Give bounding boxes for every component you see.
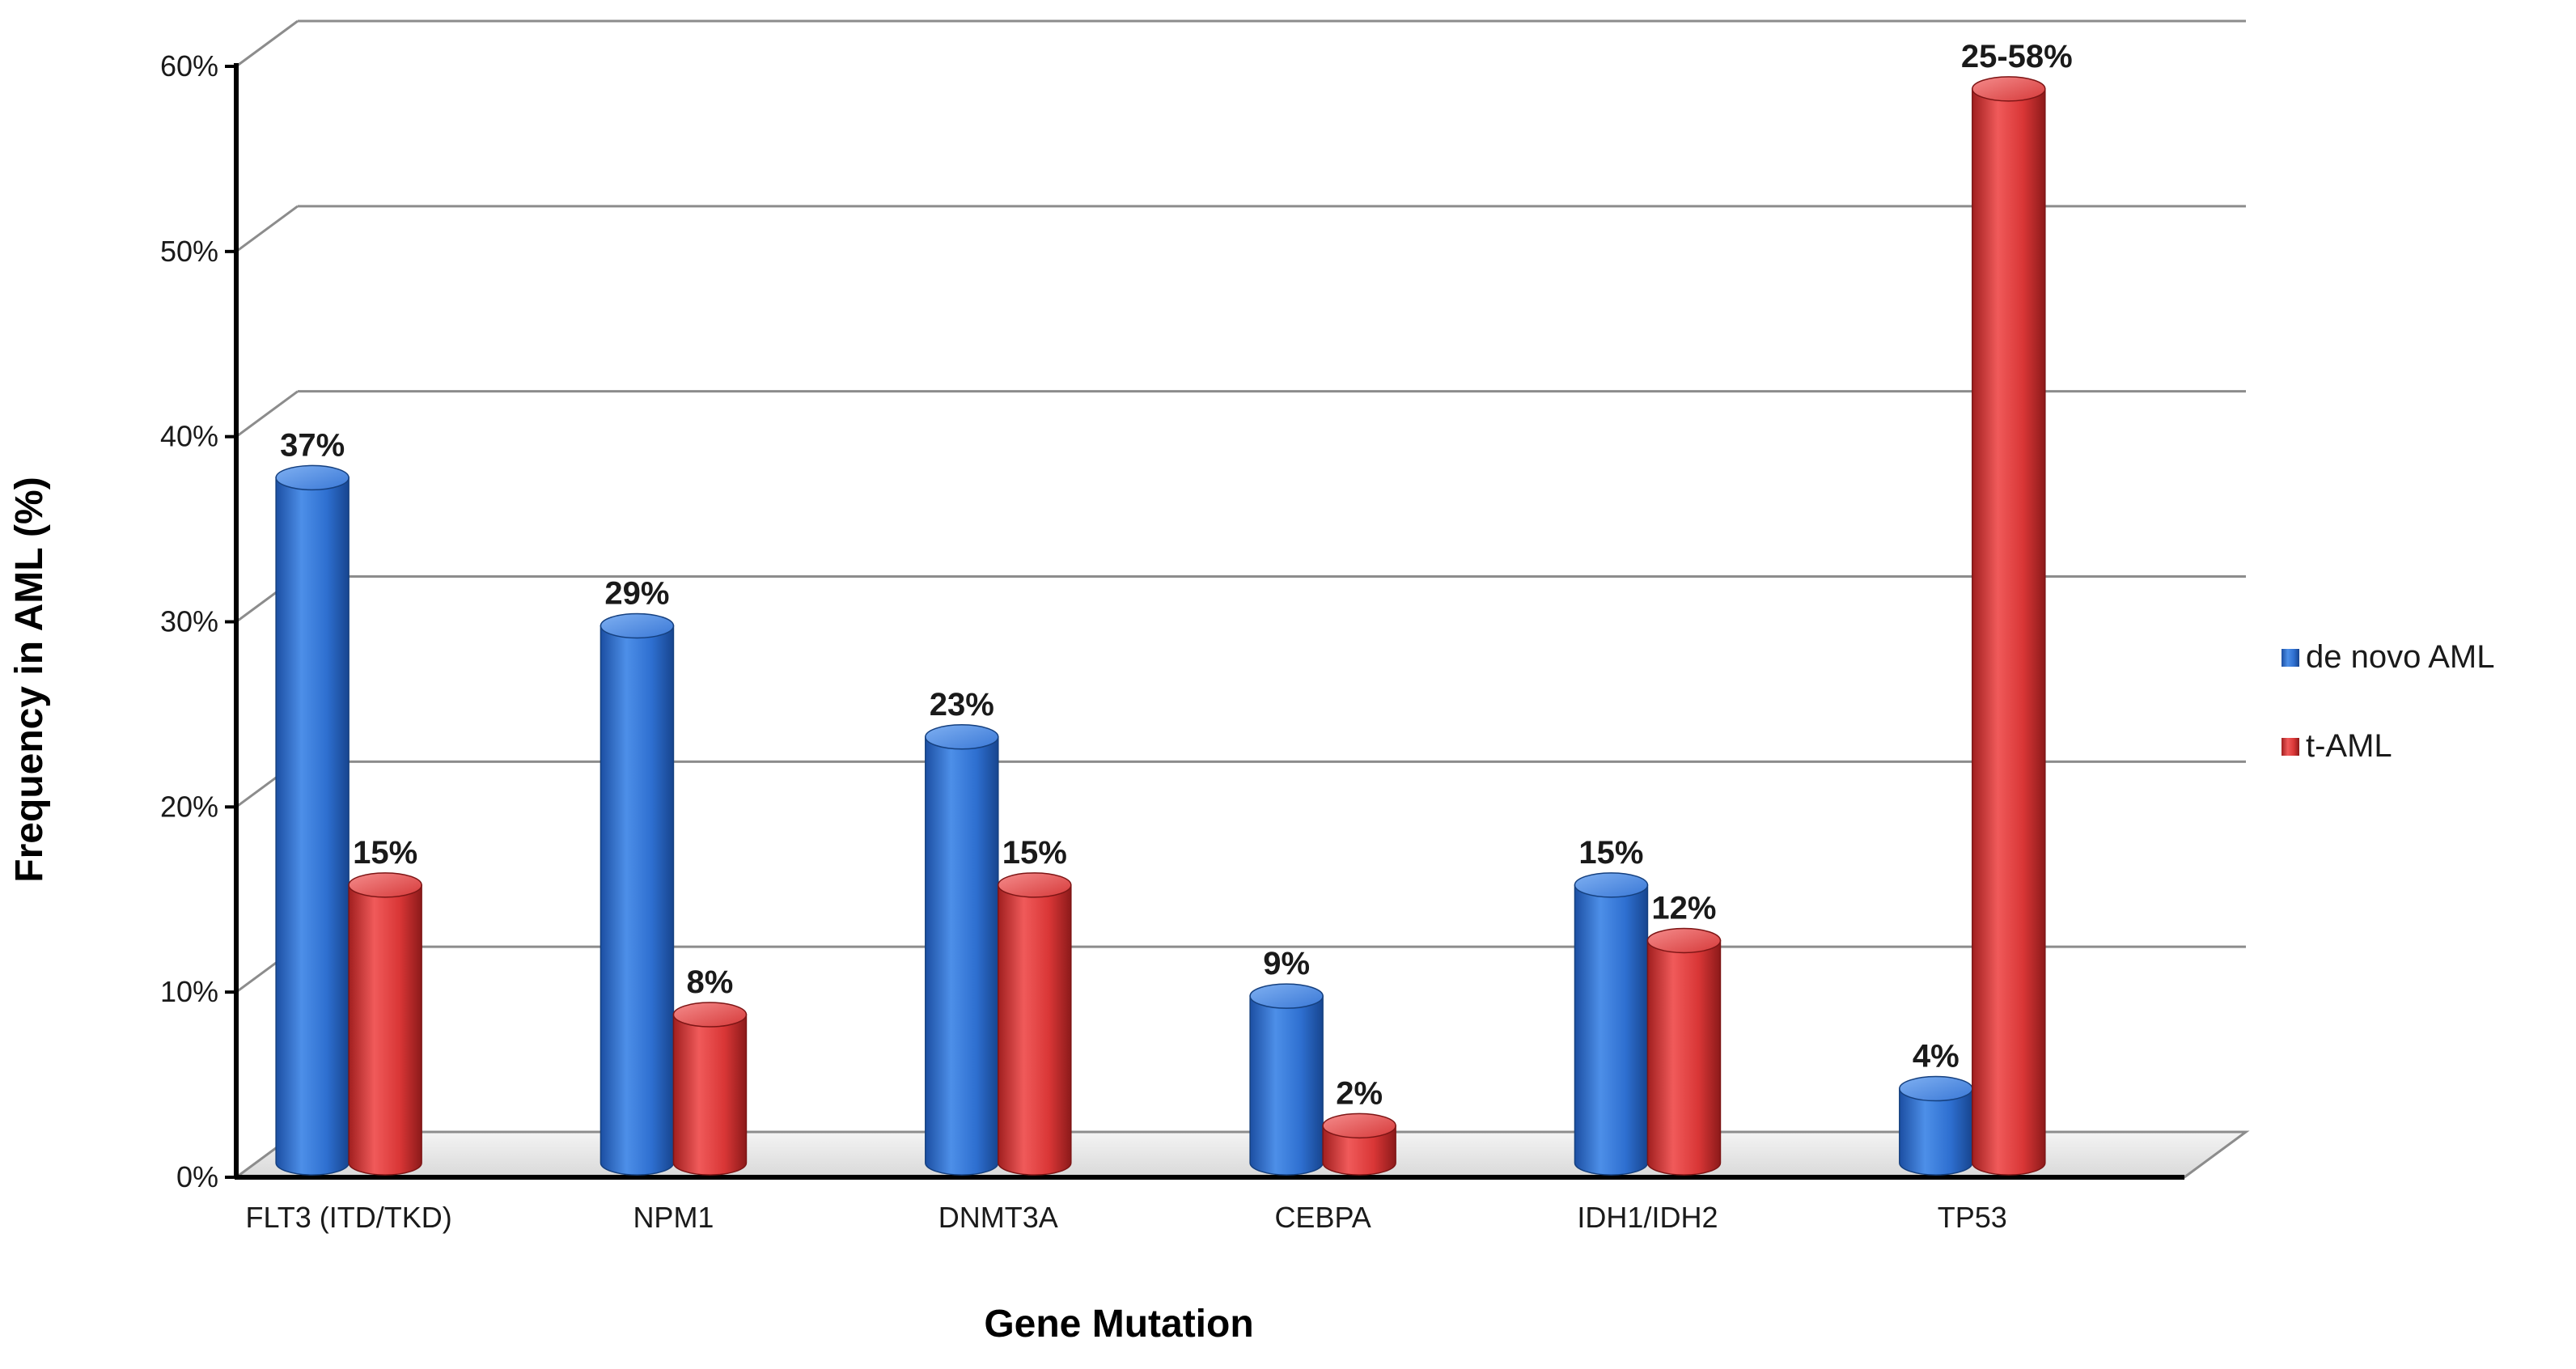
- x-axis-title: Gene Mutation: [984, 1303, 1253, 1346]
- bar-t-aml-flt3-itd-tkd-: [348, 884, 422, 1176]
- gridline-depth: [235, 390, 299, 438]
- data-label: 8%: [687, 964, 734, 1000]
- data-label: 4%: [1913, 1039, 1960, 1074]
- legend-swatch-t-aml: [2282, 738, 2299, 756]
- data-label: 23%: [930, 687, 994, 723]
- x-tick-label: NPM1: [633, 1201, 714, 1234]
- x-tick-label: IDH1/IDH2: [1577, 1201, 1718, 1234]
- bar-de-novo-aml-flt3-itd-tkd-: [275, 477, 350, 1176]
- y-tick-label: 40%: [160, 420, 218, 453]
- bar-cap: [1899, 1075, 1973, 1102]
- legend-item-de-novo-aml: de novo AML: [2282, 639, 2495, 675]
- bar-cap: [275, 464, 350, 491]
- data-label: 2%: [1336, 1075, 1383, 1111]
- bar-t-aml-tp53: [1972, 88, 2046, 1176]
- legend-item-t-aml: t-AML: [2282, 728, 2392, 764]
- grid-layer: [235, 19, 2246, 994]
- bar-cap: [998, 872, 1072, 898]
- bar-de-novo-aml-cebpa: [1249, 995, 1324, 1176]
- bar-cap: [348, 872, 422, 898]
- bar-t-aml-cebpa: [1322, 1125, 1396, 1176]
- y-tick-label: 60%: [160, 49, 218, 83]
- bar-t-aml-npm1: [672, 1014, 748, 1176]
- legend: de novo AML t-AML: [2282, 639, 2495, 764]
- bar-cap: [1574, 872, 1649, 898]
- y-tick-label: 30%: [160, 605, 218, 638]
- gridline-depth: [235, 205, 299, 253]
- x-tick-label: DNMT3A: [938, 1201, 1058, 1234]
- bar-de-novo-aml-dnmt3a: [925, 736, 999, 1176]
- bar-t-aml-idh1-idh2: [1646, 939, 1722, 1176]
- data-label: 15%: [353, 835, 417, 871]
- legend-swatch-de-novo-aml: [2282, 649, 2299, 667]
- bar-de-novo-aml-idh1-idh2: [1574, 884, 1649, 1176]
- gridline-depth: [235, 19, 299, 68]
- data-label: 37%: [280, 427, 345, 463]
- legend-label-t-aml: t-AML: [2306, 728, 2392, 764]
- labels-layer: 37% 15% FLT3 (ITD/TKD) 29% 8% NPM1 23% 15% DNMT3…: [245, 39, 2072, 1234]
- data-label: 15%: [1578, 835, 1643, 871]
- bar-cap: [672, 1002, 748, 1028]
- data-label: 15%: [1002, 835, 1067, 871]
- bar-t-aml-dnmt3a: [998, 884, 1072, 1176]
- y-tick-label: 50%: [160, 235, 218, 268]
- y-tick-label: 20%: [160, 790, 218, 823]
- bar-cap: [1646, 927, 1722, 954]
- x-tick-label: FLT3 (ITD/TKD): [245, 1201, 451, 1234]
- data-label: 9%: [1263, 946, 1310, 981]
- bar-cap: [1972, 76, 2046, 102]
- x-tick-label: TP53: [1938, 1201, 2007, 1234]
- bar-de-novo-aml-tp53: [1899, 1087, 1973, 1176]
- y-axis-title: Frequency in AML (%): [8, 477, 51, 882]
- x-tick-label: CEBPA: [1274, 1201, 1371, 1234]
- bar-cap: [925, 724, 999, 750]
- data-label: 29%: [604, 575, 669, 611]
- y-tick-label: 10%: [160, 975, 218, 1008]
- legend-label-de-novo-aml: de novo AML: [2306, 639, 2495, 675]
- bar-cap: [1322, 1113, 1396, 1139]
- y-tick-label: 0%: [176, 1160, 218, 1193]
- bar-cap: [1249, 983, 1324, 1009]
- data-label: 25-58%: [1961, 39, 2073, 74]
- bars-layer: [275, 76, 2046, 1176]
- axes-layer: 0% 10% 20% 30% 40% 50% 60%: [160, 49, 2184, 1193]
- bar-cap: [600, 612, 675, 639]
- data-label: 12%: [1651, 890, 1716, 926]
- bar-de-novo-aml-npm1: [600, 625, 675, 1176]
